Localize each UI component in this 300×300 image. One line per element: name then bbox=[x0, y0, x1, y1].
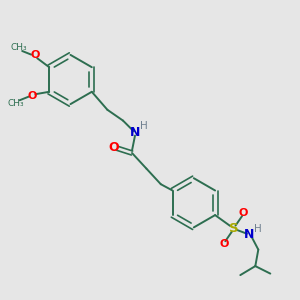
Text: S: S bbox=[229, 222, 238, 235]
Text: N: N bbox=[244, 228, 254, 241]
Text: CH₃: CH₃ bbox=[8, 99, 25, 108]
Text: O: O bbox=[239, 208, 248, 218]
Text: O: O bbox=[219, 239, 229, 249]
Text: O: O bbox=[109, 140, 119, 154]
Text: H: H bbox=[254, 224, 262, 234]
Text: CH₃: CH₃ bbox=[10, 44, 27, 52]
Text: N: N bbox=[130, 126, 140, 139]
Text: O: O bbox=[30, 50, 40, 60]
Text: H: H bbox=[140, 121, 148, 131]
Text: O: O bbox=[28, 91, 37, 101]
